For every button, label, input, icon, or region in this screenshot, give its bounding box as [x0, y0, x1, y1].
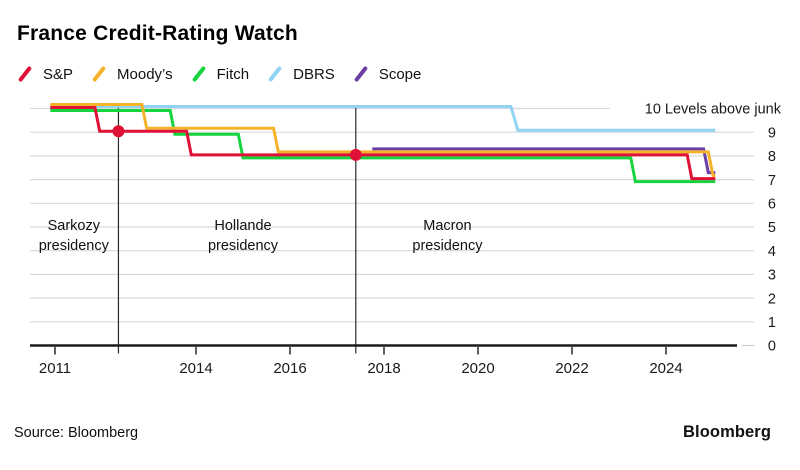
legend-item-scope: Scope	[352, 63, 422, 85]
bloomberg-logo: Bloomberg	[683, 423, 771, 441]
annotation-text-line: presidency	[207, 238, 279, 254]
source-note: Source: Bloomberg	[14, 425, 139, 441]
y-axis-label-6: 6	[768, 197, 776, 213]
annotation-text-line: Sarkozy	[47, 218, 100, 234]
legend-label-scope: Scope	[378, 65, 422, 83]
annotation-text-line: Macron	[423, 218, 472, 234]
series-line-fitch	[50, 109, 716, 184]
x-axis-label-2018: 2018	[367, 360, 400, 377]
legend-item-fitch: Fitch	[190, 63, 250, 85]
x-axis-label-2020: 2020	[461, 360, 494, 377]
series-line-dbrs	[50, 105, 716, 132]
x-axis-label-2011: 2011	[39, 360, 71, 377]
annotation-macronpresidency: Macron presidency	[412, 216, 482, 256]
legend-label-dbrs: DBRS	[293, 65, 335, 83]
x-axis-label-2016: 2016	[273, 360, 306, 377]
legend-label-moodys: Moody’s	[117, 65, 173, 83]
y-axis-label-2: 2	[768, 291, 776, 307]
series-line-moodys	[50, 103, 716, 178]
annotation-sarkozypresidency: Sarkozy presidency	[39, 216, 109, 256]
transition-marker-dot-2	[349, 148, 362, 161]
annotation-text-line: Hollande	[214, 218, 272, 234]
legend-item-dbrs: DBRS	[266, 63, 335, 85]
y-axis-label-1: 1	[768, 315, 776, 331]
annotation-text-line: presidency	[38, 238, 109, 254]
transition-marker-dot-1	[112, 125, 125, 138]
annotation-text-line: presidency	[412, 238, 483, 254]
page-title: France Credit-Rating Watch	[17, 22, 298, 45]
series-line-sp	[50, 106, 716, 181]
y-axis-label-5: 5	[768, 220, 776, 236]
x-axis-label-2014: 2014	[179, 360, 212, 377]
y-axis-label-4: 4	[768, 244, 776, 260]
y-axis-label-9: 9	[768, 125, 776, 141]
legend-item-moodys: Moody’s	[90, 63, 173, 85]
legend-label-sp: S&P	[43, 65, 74, 83]
legend-item-sp: S&P	[16, 63, 73, 85]
y-axis-title: 10 Levels above junk	[645, 102, 782, 118]
y-axis-label-3: 3	[768, 268, 776, 284]
y-axis-label-0: 0	[768, 339, 776, 355]
legend: S&P Moody’s Fitch DBRS Scope	[16, 63, 421, 85]
x-axis-label-2024: 2024	[649, 360, 682, 377]
legend-label-fitch: Fitch	[216, 65, 250, 83]
annotation-hollandepresidency: Hollande presidency	[208, 216, 278, 256]
y-axis-label-7: 7	[768, 173, 776, 189]
x-axis-label-2022: 2022	[555, 360, 588, 377]
y-axis-label-8: 8	[768, 149, 776, 165]
